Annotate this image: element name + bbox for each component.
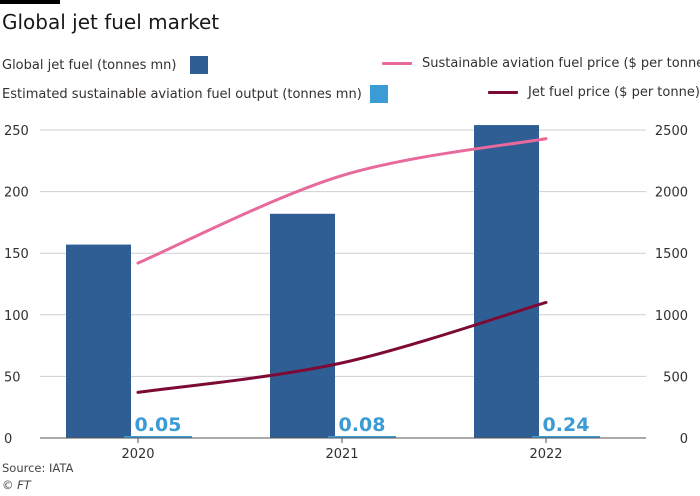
y-tick-label-left: 150: [4, 247, 29, 262]
legend-label: Sustainable aviation fuel price ($ per t…: [422, 56, 700, 71]
y-tick-label-right: 1000: [655, 309, 688, 324]
y-tick-label-left: 100: [4, 309, 29, 324]
y-tick-label-left: 250: [4, 124, 29, 139]
chart-title: Global jet fuel market: [2, 10, 220, 34]
brand-bar: [0, 0, 60, 4]
source-note: Source: IATA: [2, 461, 74, 475]
y-tick-label-left: 200: [4, 186, 29, 201]
y-tick-label-left: 0: [4, 432, 12, 447]
legend-swatch-saf-price: [382, 62, 412, 65]
legend-swatch-saf-output: [369, 85, 388, 103]
legend-label: Jet fuel price ($ per tonne): [528, 85, 700, 100]
x-tick-label: 2021: [325, 447, 358, 462]
bar-saf-output: [532, 436, 600, 438]
bar-global-jet-fuel: [474, 125, 539, 439]
y-tick-label-right: 0: [680, 432, 688, 447]
bar-global-jet-fuel: [66, 244, 131, 438]
y-tick-label-right: 500: [663, 370, 688, 385]
line-saf-price: [136, 137, 548, 265]
data-label-saf-output: 0.08: [339, 414, 386, 436]
legend-label: Global jet fuel (tonnes mn): [2, 57, 177, 73]
y-tick-label-right: 1500: [655, 247, 688, 262]
y-tick-label-left: 50: [4, 370, 21, 385]
legend-swatch-global-jet-fuel: [190, 56, 209, 74]
legend-item-saf-price: Sustainable aviation fuel price ($ per t…: [382, 56, 700, 71]
y-tick-label-right: 2500: [655, 124, 688, 139]
data-label-saf-output: 0.24: [543, 414, 590, 436]
bar-saf-output: [328, 436, 396, 438]
legend-swatch-jet-fuel-price: [488, 91, 518, 94]
x-tick-label: 2020: [121, 447, 154, 462]
bar-saf-output: [124, 436, 192, 438]
legend-item-jet-fuel-price: Jet fuel price ($ per tonne): [488, 85, 700, 100]
legend-label: Estimated sustainable aviation fuel outp…: [2, 86, 362, 102]
chart: 0 0 50 500 100 1000 150 1500 200 2000 250 2500 0.05 0…: [4, 124, 688, 462]
bar-global-jet-fuel: [270, 213, 335, 438]
x-tick-label: 2022: [529, 447, 562, 462]
legend-item-saf-output: Estimated sustainable aviation fuel outp…: [2, 85, 388, 103]
y-tick-label-right: 2000: [655, 186, 688, 201]
line-jet-fuel-price: [136, 300, 548, 394]
legend-item-global-jet-fuel: Global jet fuel (tonnes mn): [2, 56, 209, 74]
credit: © FT: [2, 478, 31, 492]
data-label-saf-output: 0.05: [135, 414, 182, 436]
